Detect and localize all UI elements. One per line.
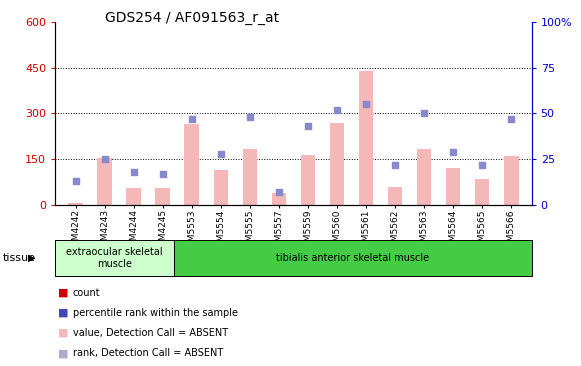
Point (507, 116, 516, 122)
Text: ▶: ▶ (28, 253, 35, 263)
Point (216, 151, 225, 157)
Text: percentile rank within the sample: percentile rank within the sample (73, 308, 238, 318)
Point (361, 101, 371, 107)
Bar (55, 240, 174, 276)
Bar (301, 155, 315, 205)
Text: tibialis anterior skeletal muscle: tibialis anterior skeletal muscle (277, 253, 429, 263)
Point (478, 162, 487, 168)
Text: GDS254 / AF091563_r_at: GDS254 / AF091563_r_at (105, 11, 279, 25)
Bar (446, 168, 460, 205)
Point (419, 111, 429, 116)
Point (449, 149, 458, 155)
Text: ■: ■ (58, 308, 69, 318)
Bar (156, 188, 170, 205)
Point (303, 123, 313, 129)
Bar (388, 187, 402, 205)
Bar (69, 202, 83, 205)
Bar (475, 179, 490, 205)
Text: count: count (73, 288, 101, 298)
Text: extraocular skeletal
muscle: extraocular skeletal muscle (66, 247, 163, 269)
Bar (127, 188, 141, 205)
Text: ■: ■ (58, 328, 69, 338)
Bar (272, 193, 286, 205)
Bar (330, 123, 344, 205)
Bar (98, 158, 112, 205)
Point (274, 189, 284, 195)
Text: ■: ■ (58, 348, 69, 358)
Point (129, 169, 138, 175)
Point (187, 116, 196, 122)
Bar (504, 156, 519, 205)
Point (100, 156, 109, 162)
Bar (359, 71, 374, 205)
Bar (214, 170, 228, 205)
Bar (185, 124, 199, 205)
Point (158, 171, 167, 177)
Text: ■: ■ (58, 288, 69, 298)
Text: value, Detection Call = ABSENT: value, Detection Call = ABSENT (73, 328, 228, 338)
Text: tissue: tissue (3, 253, 36, 263)
Point (332, 107, 342, 113)
Bar (243, 149, 257, 205)
Point (245, 114, 254, 120)
Point (71, 178, 80, 184)
Bar (417, 149, 431, 205)
Text: rank, Detection Call = ABSENT: rank, Detection Call = ABSENT (73, 348, 223, 358)
Point (390, 162, 400, 168)
Bar (174, 240, 532, 276)
